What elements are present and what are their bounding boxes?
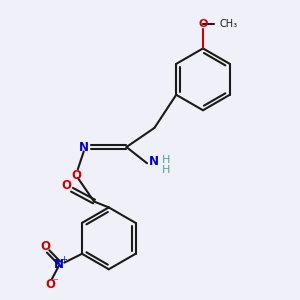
Text: H: H	[162, 165, 170, 175]
Text: ⁻: ⁻	[52, 278, 58, 287]
Text: N: N	[79, 141, 89, 154]
Text: +: +	[60, 255, 67, 264]
Text: N: N	[148, 155, 158, 168]
Text: O: O	[61, 179, 71, 192]
Text: O: O	[71, 169, 81, 182]
Text: O: O	[198, 19, 208, 29]
Text: CH₃: CH₃	[219, 19, 237, 29]
Text: H: H	[162, 155, 170, 165]
Text: O: O	[40, 240, 50, 253]
Text: O: O	[46, 278, 56, 291]
Text: N: N	[54, 258, 64, 271]
